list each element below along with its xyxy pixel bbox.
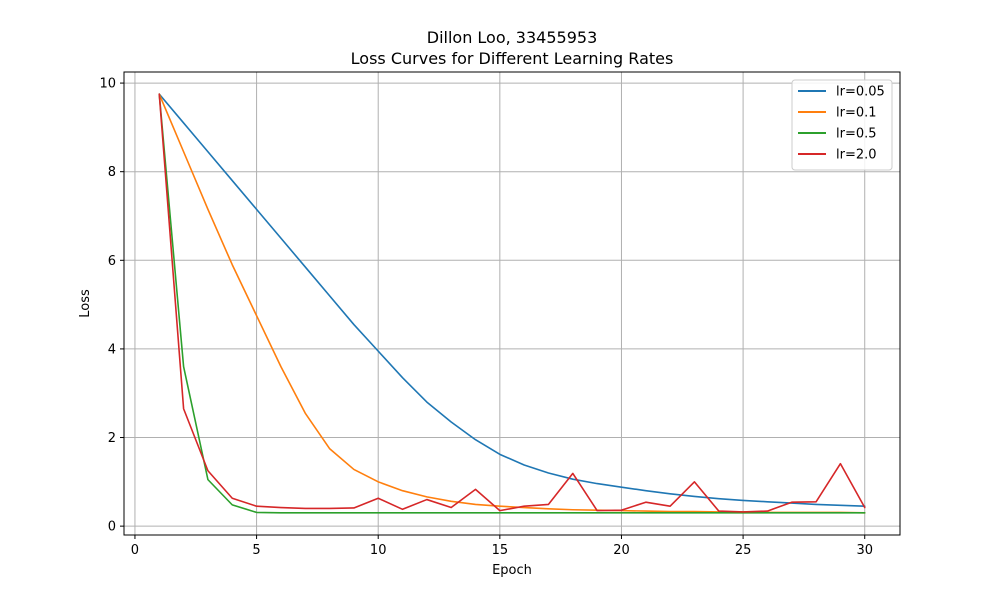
series-lines [158, 93, 866, 514]
grid [124, 72, 900, 535]
x-tick-label: 25 [735, 543, 752, 558]
legend-label: lr=0.05 [836, 85, 885, 100]
x-axis-label: Epoch [492, 563, 532, 578]
y-tick-label: 4 [108, 342, 116, 357]
x-tick-label: 5 [252, 543, 260, 558]
x-tick-label: 10 [370, 543, 387, 558]
x-tick-label: 30 [856, 543, 873, 558]
series-line-lr-2-0 [158, 93, 866, 513]
x-tick-label: 15 [492, 543, 509, 558]
x-tick-label: 0 [131, 543, 139, 558]
series-line-lr-0-05 [158, 93, 866, 508]
y-tick-label: 10 [99, 77, 116, 92]
plot-frame [123, 71, 901, 536]
series-line-lr-0-5 [158, 93, 866, 514]
legend-frame [791, 79, 893, 171]
legend-label: lr=0.1 [836, 106, 877, 121]
y-axis-label: Loss [78, 289, 93, 318]
y-tick-label: 8 [108, 165, 116, 180]
x-tick-label: 20 [613, 543, 630, 558]
y-tick-label: 6 [108, 254, 116, 269]
legend-label: lr=2.0 [836, 148, 877, 163]
legend: lr=0.05 lr=0.1 lr=0.5 lr=2.0 [791, 79, 893, 171]
y-tick-label: 2 [108, 431, 116, 446]
axis-ticks: 0 5 10 15 20 25 30 0 2 4 6 8 10 [99, 77, 873, 558]
chart-title-line-2: Loss Curves for Different Learning Rates [351, 49, 674, 68]
y-tick-label: 0 [108, 520, 116, 535]
legend-label: lr=0.5 [836, 127, 877, 142]
chart-title-line-1: Dillon Loo, 33455953 [427, 28, 598, 47]
